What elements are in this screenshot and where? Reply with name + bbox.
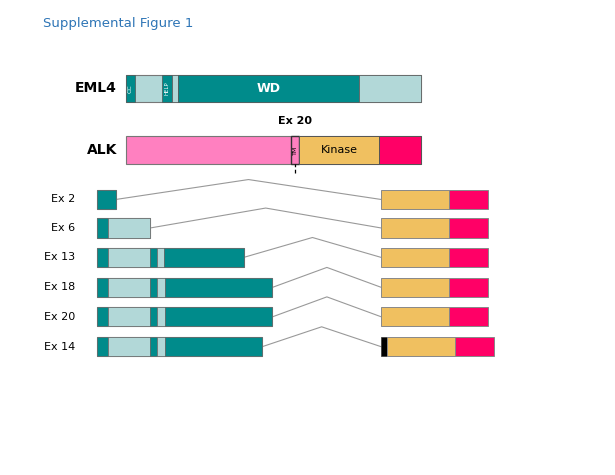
Text: EML4: EML4 — [75, 81, 117, 95]
Bar — [150, 337, 157, 356]
Bar — [97, 337, 262, 356]
Text: TM: TM — [293, 145, 298, 155]
Bar — [108, 218, 150, 238]
Bar — [97, 278, 108, 297]
Text: Ex 14: Ex 14 — [44, 342, 75, 352]
Bar — [126, 136, 421, 164]
Bar — [97, 190, 116, 209]
Bar — [97, 190, 116, 209]
Text: ALK: ALK — [87, 143, 117, 157]
Bar — [157, 278, 165, 297]
Bar — [97, 307, 272, 326]
Bar — [381, 248, 449, 267]
Bar — [359, 75, 421, 102]
Text: WD: WD — [256, 82, 280, 95]
Bar — [97, 307, 108, 326]
Bar — [162, 75, 172, 102]
Bar — [164, 248, 244, 267]
Text: CC: CC — [128, 84, 133, 93]
Bar — [449, 248, 488, 267]
Text: Ex 13: Ex 13 — [44, 252, 75, 263]
Bar — [97, 248, 244, 267]
Bar — [108, 337, 150, 356]
Bar — [381, 307, 449, 326]
Bar — [108, 278, 150, 297]
Bar — [381, 337, 387, 356]
Text: Ex 6: Ex 6 — [51, 223, 75, 233]
Bar — [97, 337, 108, 356]
Text: Ex 18: Ex 18 — [44, 282, 75, 293]
Bar — [108, 307, 150, 326]
Bar — [157, 248, 164, 267]
Bar — [108, 248, 150, 267]
Bar — [379, 136, 421, 164]
Bar — [172, 75, 178, 102]
Text: Supplemental Figure 1: Supplemental Figure 1 — [43, 17, 194, 29]
Bar — [126, 75, 135, 102]
Bar — [165, 337, 262, 356]
Bar — [381, 190, 449, 209]
Bar — [387, 337, 455, 356]
Bar — [150, 307, 157, 326]
Bar — [165, 278, 272, 297]
Bar — [150, 278, 157, 297]
Text: HELP: HELP — [164, 82, 169, 95]
Bar — [449, 278, 488, 297]
Bar — [381, 218, 449, 238]
Bar — [381, 278, 449, 297]
Bar — [97, 248, 108, 267]
Bar — [157, 307, 165, 326]
Bar — [449, 190, 488, 209]
Bar — [97, 278, 272, 297]
Bar — [449, 218, 488, 238]
Text: Kinase: Kinase — [321, 145, 358, 155]
Bar — [292, 136, 300, 164]
Bar — [126, 75, 421, 102]
Text: Ex 2: Ex 2 — [51, 194, 75, 205]
Bar — [150, 248, 157, 267]
Bar — [165, 307, 272, 326]
Bar — [455, 337, 494, 356]
Bar — [97, 218, 108, 238]
Text: Ex 20: Ex 20 — [44, 312, 75, 322]
Bar — [300, 136, 379, 164]
Bar — [157, 337, 165, 356]
Bar — [97, 218, 150, 238]
Bar — [178, 75, 359, 102]
Bar — [449, 307, 488, 326]
Text: Ex 20: Ex 20 — [279, 116, 312, 126]
